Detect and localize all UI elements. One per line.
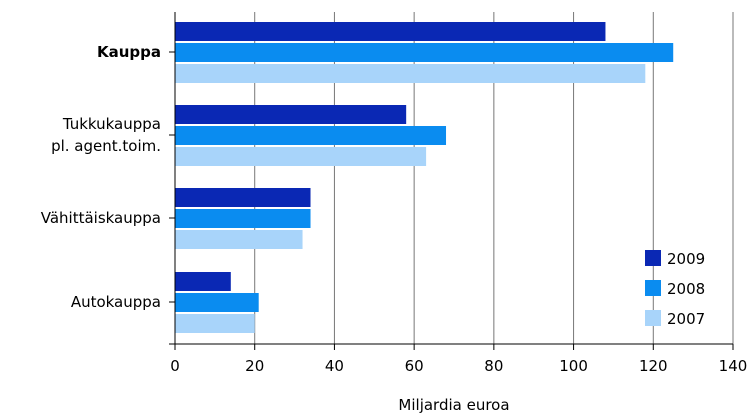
- bar-2007-1: [175, 147, 427, 166]
- x-axis-title: Miljardia euroa: [398, 396, 509, 414]
- category-label: pl. agent.toim.: [51, 137, 161, 155]
- bar-2008-3: [175, 293, 259, 312]
- bar-2008-1: [175, 126, 447, 145]
- x-tick-labels: 0 20 40 60 80 100 120 140: [170, 357, 747, 375]
- bar-2009-1: [175, 105, 407, 124]
- bar-2009-2: [175, 188, 311, 207]
- bar-2009-0: [175, 22, 606, 41]
- legend-label-2007: 2007: [667, 310, 705, 328]
- bar-2007-0: [175, 64, 646, 83]
- x-tick-label: 80: [484, 357, 503, 375]
- category-label: Vähittäiskauppa: [41, 209, 161, 227]
- legend-label-2009: 2009: [667, 250, 705, 268]
- category-label: Tukkukauppa: [62, 115, 161, 133]
- x-tick-label: 60: [405, 357, 424, 375]
- legend-swatch-2007: [645, 310, 661, 326]
- legend-swatch-2008: [645, 280, 661, 296]
- bar-2007-2: [175, 230, 303, 249]
- x-tick-label: 140: [719, 357, 748, 375]
- bar-2008-2: [175, 209, 311, 228]
- x-tick-label: 20: [245, 357, 264, 375]
- bar-2009-3: [175, 272, 231, 291]
- x-tick-label: 0: [170, 357, 180, 375]
- bar-2008-0: [175, 43, 674, 62]
- x-tick-label: 120: [639, 357, 668, 375]
- axes: [169, 12, 734, 350]
- bars: [175, 22, 674, 333]
- legend-swatch-2009: [645, 250, 661, 266]
- category-labels: Kauppa Tukkukauppa pl. agent.toim. Vähittäi…: [41, 43, 161, 311]
- x-tick-label: 40: [325, 357, 344, 375]
- x-tick-label: 100: [559, 357, 588, 375]
- legend-label-2008: 2008: [667, 280, 705, 298]
- category-label: Autokauppa: [71, 293, 161, 311]
- bar-2007-3: [175, 314, 255, 333]
- legend: 2009 2008 2007: [645, 250, 705, 328]
- category-label: Kauppa: [97, 43, 161, 61]
